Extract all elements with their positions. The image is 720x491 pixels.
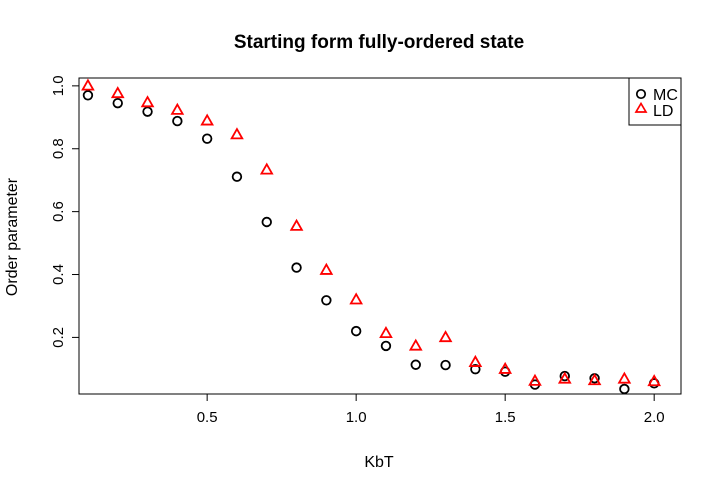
point-ld [289, 218, 304, 231]
legend-box [628, 77, 682, 126]
x-axis-label: KbT [364, 454, 394, 471]
point-mc [350, 325, 362, 337]
point-mc [380, 340, 392, 352]
point-ld [170, 102, 185, 115]
point-mc [470, 363, 481, 375]
data-points [81, 78, 662, 395]
legend-label-mc: MC [653, 87, 678, 104]
point-mc [112, 97, 123, 109]
point-ld [617, 371, 632, 384]
point-ld [408, 338, 423, 351]
point-mc [142, 106, 153, 117]
plot-frame [78, 77, 682, 395]
x-tick-label: 0.5 [197, 409, 218, 426]
x-tick-label: 2.0 [644, 409, 665, 426]
point-ld [438, 330, 453, 343]
point-ld [349, 292, 364, 305]
x-tick-label: 1.0 [346, 409, 367, 426]
point-ld [140, 95, 155, 108]
point-ld [647, 374, 662, 387]
y-tick-label: 0.6 [50, 201, 67, 222]
point-ld [587, 373, 602, 386]
point-mc [172, 115, 183, 127]
point-mc [291, 262, 302, 273]
y-tick-label: 0.4 [50, 264, 67, 285]
y-tick-label: 0.2 [50, 327, 67, 348]
point-ld [528, 373, 542, 386]
point-mc [231, 171, 243, 182]
point-ld [468, 354, 483, 367]
point-ld [319, 262, 334, 275]
point-ld [259, 162, 274, 175]
x-tick-label: 1.5 [495, 409, 516, 426]
legend-marker-ld [634, 101, 648, 113]
point-ld [379, 325, 393, 339]
point-ld [200, 113, 214, 126]
point-mc [321, 295, 332, 306]
y-tick-label: 1.0 [50, 75, 67, 96]
point-mc [82, 90, 94, 101]
point-ld [498, 361, 513, 374]
point-ld [81, 78, 95, 91]
legend: MC LD [628, 77, 682, 126]
legend-label-ld: LD [653, 103, 673, 120]
point-mc [619, 383, 630, 395]
point-mc [201, 133, 213, 144]
y-tick-label: 0.8 [50, 138, 67, 159]
legend-marker-mc [635, 88, 647, 100]
point-mc [410, 359, 421, 370]
point-ld [230, 127, 244, 140]
x-axis: 0.5 1.0 1.5 2.0 [197, 393, 665, 426]
point-ld [110, 86, 125, 99]
point-mc [261, 216, 272, 228]
point-ld [557, 371, 572, 384]
point-mc [440, 359, 451, 371]
y-axis-label: Order parameter [4, 177, 21, 296]
y-axis: 0.2 0.4 0.6 0.8 1.0 [50, 75, 80, 348]
chart-title: Starting form fully-ordered state [234, 32, 524, 53]
